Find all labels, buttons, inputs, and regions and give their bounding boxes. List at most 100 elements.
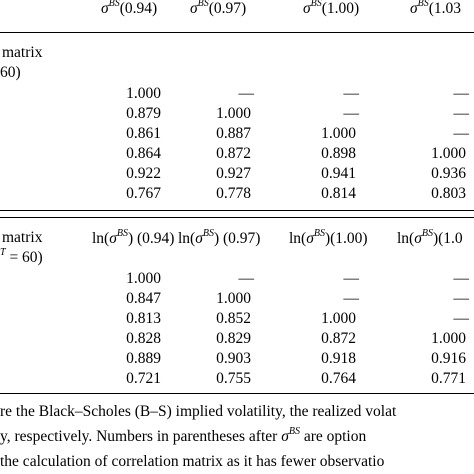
table-cell: 0.803	[431, 185, 466, 202]
superscript: BS	[310, 0, 322, 9]
table-cell: 0.872	[216, 145, 251, 162]
column-header: ln(σBS)(1.00)	[289, 228, 368, 248]
row-label: 60)	[0, 64, 21, 81]
sigma-symbol: σ	[281, 428, 289, 445]
header-post: ) (0.94)	[127, 230, 175, 247]
table-cell: —	[453, 310, 470, 327]
column-header: σBS(0.94)	[101, 0, 157, 18]
table-cell: 1.000	[216, 290, 251, 307]
table-cell: 0.918	[321, 350, 356, 367]
header-post: )(1.0	[432, 230, 463, 247]
row-label: matrix	[2, 44, 43, 61]
superscript: BS	[288, 426, 300, 437]
table-cell: 0.813	[126, 310, 161, 327]
sigma-symbol: σ	[410, 0, 418, 17]
table-cell: 0.767	[126, 185, 161, 202]
table-cell: 1.000	[126, 270, 161, 287]
footnote-text: are option	[303, 428, 367, 445]
table-cell: 1.000	[431, 145, 466, 162]
table-cell: 0.916	[431, 350, 466, 367]
table-rule	[0, 217, 474, 218]
table-cell: 0.872	[321, 330, 356, 347]
superscript: BS	[116, 228, 128, 239]
footnote-line: re the Black–Scholes (B–S) implied volat…	[0, 403, 397, 420]
table-cell: 1.000	[431, 330, 466, 347]
table-rule	[0, 393, 474, 394]
table-cell: —	[453, 105, 470, 122]
header-arg: (0.94)	[119, 0, 158, 17]
table-cell: 1.000	[321, 125, 356, 142]
table-cell: —	[453, 290, 470, 307]
table-cell: 0.864	[126, 145, 161, 162]
table-cell: —	[343, 270, 360, 287]
table-cell: 0.852	[216, 310, 251, 327]
header-pre: ln(	[178, 230, 196, 247]
sigma-symbol: σ	[306, 230, 314, 247]
row-label-text: = 60)	[9, 249, 43, 266]
header-arg: (1.00)	[321, 0, 360, 17]
table-cell: 0.778	[216, 185, 251, 202]
table-cell: 1.000	[321, 310, 356, 327]
table-cell: 0.898	[321, 145, 356, 162]
table-cell: 1.000	[216, 105, 251, 122]
column-header: σBS(0.97)	[190, 0, 246, 18]
column-header: σBS(1.00)	[303, 0, 359, 18]
row-label: matrix	[2, 229, 43, 246]
table-cell: 0.861	[126, 125, 161, 142]
superscript: BS	[313, 228, 325, 239]
table-cell: —	[238, 270, 255, 287]
table-cell: —	[238, 85, 255, 102]
table-cell: —	[343, 105, 360, 122]
superscript: BS	[108, 0, 120, 9]
sigma-symbol: σ	[109, 230, 117, 247]
table-cell: 0.764	[321, 370, 356, 387]
column-header: σBS(1.03	[410, 0, 461, 18]
table-cell: 0.814	[321, 185, 356, 202]
table-cell: 0.771	[431, 370, 466, 387]
superscript: BS	[421, 228, 433, 239]
header-arg: (0.97)	[208, 0, 247, 17]
footnote-line: y, respectively. Numbers in parentheses …	[0, 426, 367, 446]
table-cell: 0.889	[126, 350, 161, 367]
header-pre: ln(	[397, 230, 415, 247]
table-cell: 0.879	[126, 105, 161, 122]
table-rule	[0, 32, 474, 33]
table-rule	[0, 210, 474, 211]
table-cell: 1.000	[126, 85, 161, 102]
table-cell: 0.941	[321, 165, 356, 182]
sigma-symbol: σ	[195, 230, 203, 247]
column-header: ln(σBS)(1.0	[397, 228, 463, 248]
footnote-text: y, respectively. Numbers in parentheses …	[0, 428, 278, 445]
table-cell: 0.922	[126, 165, 161, 182]
table-cell: 0.903	[216, 350, 251, 367]
table-cell: 0.829	[216, 330, 251, 347]
column-header: ln(σBS) (0.97)	[178, 228, 261, 248]
header-pre: ln(	[92, 230, 110, 247]
table-cell: —	[453, 270, 470, 287]
table-cell: —	[343, 85, 360, 102]
sigma-symbol: σ	[414, 230, 422, 247]
sigma-symbol: σ	[101, 0, 109, 17]
superscript: BS	[197, 0, 209, 9]
table-cell: 0.927	[216, 165, 251, 182]
table-cell: 0.721	[126, 370, 161, 387]
table-cell: 0.847	[126, 290, 161, 307]
column-header: ln(σBS) (0.94)	[92, 228, 175, 248]
table-cell: 0.755	[216, 370, 251, 387]
sigma-symbol: σ	[303, 0, 311, 17]
header-post: ) (0.97)	[213, 230, 261, 247]
header-post: )(1.00)	[324, 230, 368, 247]
header-arg: (1.03	[428, 0, 462, 17]
table-cell: —	[453, 125, 470, 142]
row-label: T = 60)	[0, 247, 43, 267]
sigma-symbol: σ	[190, 0, 198, 17]
table-cell: 0.828	[126, 330, 161, 347]
table-cell: —	[453, 85, 470, 102]
table-cell: 0.887	[216, 125, 251, 142]
table-cell: 0.936	[431, 165, 466, 182]
superscript: BS	[417, 0, 429, 9]
footnote-line: the calculation of correlation matrix as…	[0, 453, 385, 470]
superscript: T	[0, 247, 6, 258]
superscript: BS	[202, 228, 214, 239]
header-pre: ln(	[289, 230, 307, 247]
